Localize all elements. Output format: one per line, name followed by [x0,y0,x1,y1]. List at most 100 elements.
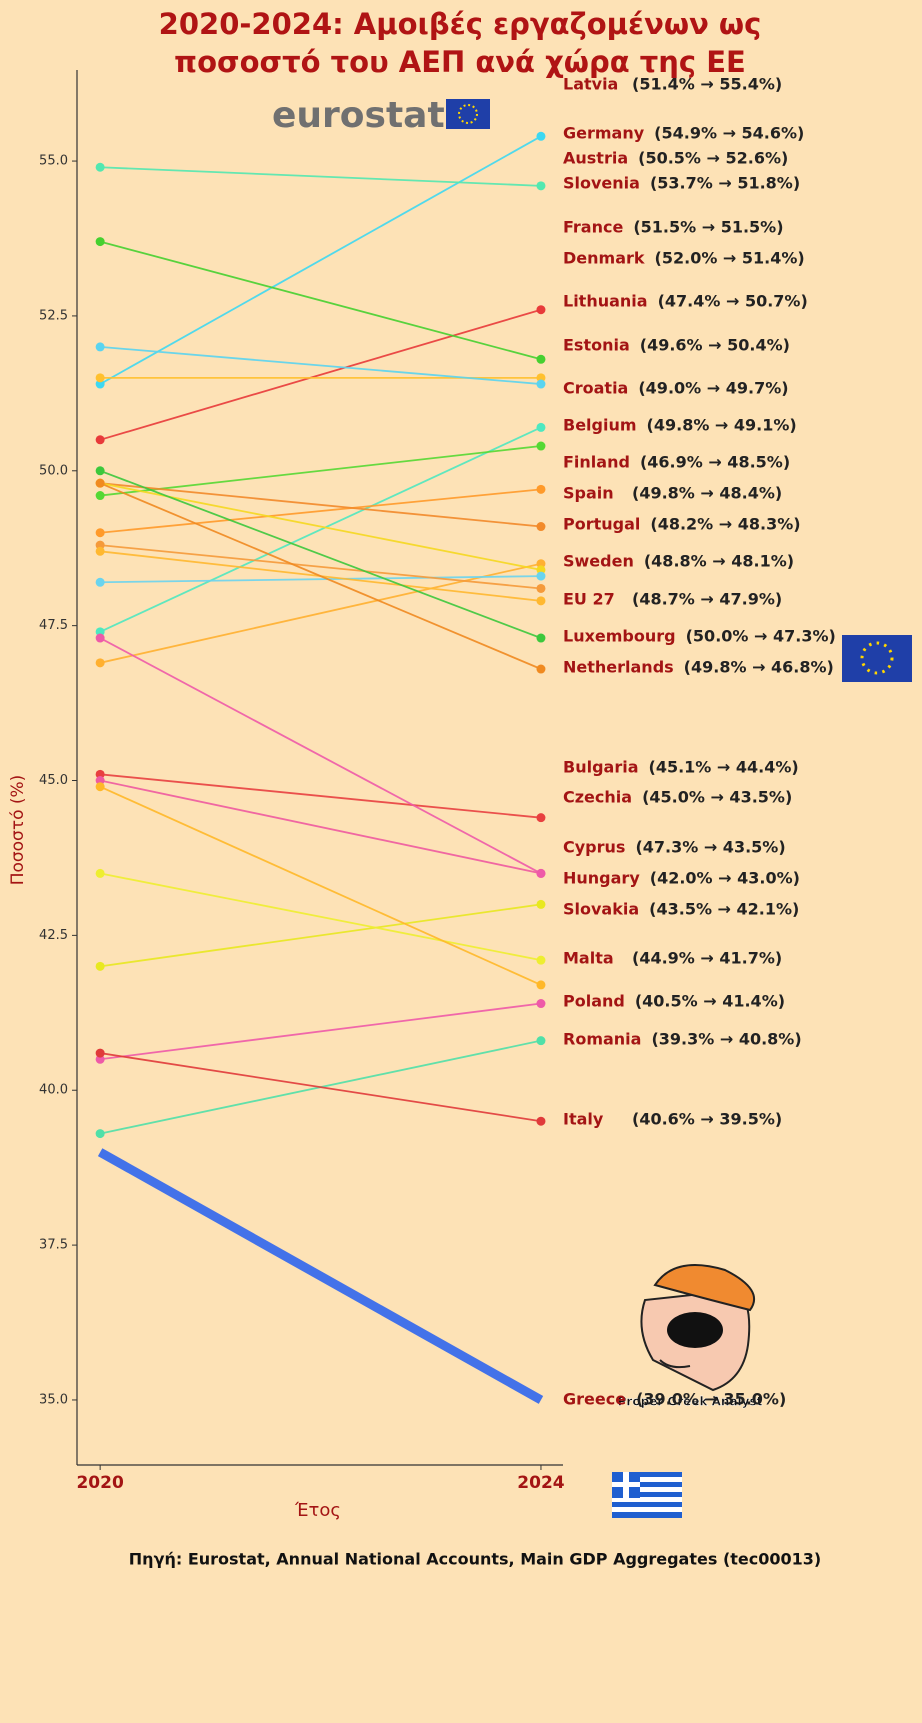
slope-line [99,482,542,670]
slope-line [99,240,542,361]
series-annotation: (47.3% → 43.5%) [635,838,785,857]
greek-flag [612,1472,682,1518]
mascot-caption: Proper Greek Analyst [618,1395,763,1409]
point [95,961,105,971]
y-tick-label: 37.5 [39,1238,68,1253]
eu-flag [842,635,912,682]
series-label: Romania [563,1030,641,1049]
series-label: Cyprus [563,838,625,857]
points [95,131,546,1139]
slope-line [100,903,542,968]
point [536,484,546,494]
point [95,627,105,637]
series-annotation: (39.3% → 40.8%) [651,1030,801,1049]
source: Πηγή: Eurostat, Annual National Accounts… [129,1550,821,1569]
slope-line [100,544,542,590]
point [95,478,105,488]
slope-line [100,575,541,584]
x-tick-label: 2020 [76,1473,123,1493]
series-annotation: (47.4% → 50.7%) [658,292,808,311]
series-label: Bulgaria [563,758,639,777]
slope-line [99,562,542,664]
slope-line [97,1148,544,1404]
y-axis-title: Ποσοστό (%) [8,775,28,886]
point [536,813,546,823]
point [536,379,546,389]
point [95,658,105,668]
point [536,868,546,878]
series-annotation: (49.8% → 49.1%) [647,416,797,435]
point [536,1116,546,1126]
point [95,342,105,352]
series-annotation: (49.8% → 48.4%) [632,484,782,503]
mascot [640,1264,756,1392]
series-label: Slovenia [563,174,640,193]
series-annotation: (53.7% → 51.8%) [650,174,800,193]
series-label: Portugal [563,515,640,534]
series-label: Spain [563,484,614,503]
point [95,435,105,445]
slope-line [99,779,542,875]
x-tick-label: 2024 [517,1473,564,1493]
series-label: France [563,218,623,237]
point [95,491,105,501]
point [95,633,105,643]
point [95,1054,105,1064]
series-annotation: (51.4% → 55.4%) [632,75,782,94]
series-label: Belgium [563,416,637,435]
series-annotation: (48.2% → 48.3%) [650,515,800,534]
slope-line [99,785,542,986]
point [95,237,105,247]
series-annotation: (40.6% → 39.5%) [632,1110,782,1129]
series-label: Czechia [563,788,632,807]
y-tick-label: 40.0 [39,1083,68,1098]
point [536,131,546,141]
series-label: Finland [563,453,630,472]
series-label: Estonia [563,336,630,355]
slope-line [99,426,542,633]
series-label: Greece [563,1390,626,1409]
series-annotation: (49.0% → 49.7%) [638,379,788,398]
slope-line [99,469,542,639]
slope-line [100,445,542,497]
series-annotation: (49.6% → 50.4%) [640,336,790,355]
point [536,999,546,1009]
series-label: Netherlands [563,658,674,677]
y-tick-label: 42.5 [39,928,68,943]
series-annotation: (39.0% → 35.0%) [636,1390,786,1409]
logo-text: eurostat [272,95,445,136]
point [536,354,546,364]
point [536,422,546,432]
point [95,379,105,389]
series-label: Luxembourg [563,627,676,646]
point [95,162,105,172]
point [536,583,546,593]
series-annotation: (50.5% → 52.6%) [638,149,788,168]
point [536,571,546,581]
point [536,633,546,643]
series-label: Croatia [563,379,628,398]
slope-line [99,872,542,962]
series-label: Poland [563,992,625,1011]
series-annotation: (45.1% → 44.4%) [649,758,799,777]
point [95,1048,105,1058]
y-tick-label: 55.0 [39,154,68,169]
slope-line [100,773,542,819]
eu-flag-small [446,99,490,129]
point [95,546,105,556]
point [95,769,105,779]
slope-line [99,135,542,385]
point [95,577,105,587]
point [536,441,546,451]
point [95,1129,105,1139]
point [536,664,546,674]
series-label: Germany [563,124,645,143]
series-label: Lithuania [563,292,648,311]
y-tick-label: 45.0 [39,773,68,788]
series-annotation: (50.0% → 47.3%) [686,627,836,646]
series-label: Latvia [563,75,618,94]
y-tick-label: 50.0 [39,463,68,478]
